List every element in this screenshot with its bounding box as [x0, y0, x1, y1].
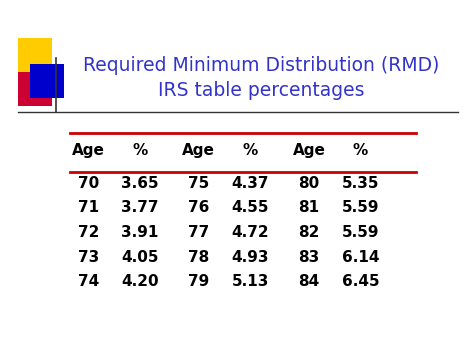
Text: 4.05: 4.05: [121, 250, 159, 265]
Text: 4.93: 4.93: [231, 250, 269, 265]
Text: 6.14: 6.14: [342, 250, 379, 265]
Text: 72: 72: [78, 225, 100, 240]
Text: 77: 77: [188, 225, 210, 240]
Text: 71: 71: [78, 201, 99, 215]
Text: 5.13: 5.13: [232, 274, 269, 289]
Bar: [30, 64, 64, 98]
Text: 70: 70: [78, 176, 99, 191]
Text: Age: Age: [72, 143, 105, 158]
Text: 4.72: 4.72: [231, 225, 269, 240]
Text: %: %: [243, 143, 258, 158]
Text: Required Minimum Distribution (RMD)
IRS table percentages: Required Minimum Distribution (RMD) IRS …: [83, 56, 439, 100]
Text: 3.77: 3.77: [121, 201, 159, 215]
Text: 4.37: 4.37: [231, 176, 269, 191]
Text: 81: 81: [299, 201, 319, 215]
Text: 5.59: 5.59: [342, 225, 379, 240]
Text: 5.59: 5.59: [342, 201, 379, 215]
Bar: [18, 72, 52, 106]
Bar: [18, 38, 52, 72]
Text: 80: 80: [299, 176, 319, 191]
Text: 4.55: 4.55: [231, 201, 269, 215]
Text: %: %: [353, 143, 368, 158]
Text: 5.35: 5.35: [342, 176, 379, 191]
Text: 83: 83: [299, 250, 319, 265]
Text: 75: 75: [188, 176, 210, 191]
Text: Age: Age: [182, 143, 215, 158]
Text: 82: 82: [298, 225, 320, 240]
Text: 3.91: 3.91: [121, 225, 159, 240]
Text: 84: 84: [299, 274, 319, 289]
Text: 78: 78: [188, 250, 210, 265]
Text: %: %: [132, 143, 148, 158]
Text: Age: Age: [292, 143, 326, 158]
Text: 74: 74: [78, 274, 99, 289]
Text: 73: 73: [78, 250, 99, 265]
Text: 6.45: 6.45: [342, 274, 379, 289]
Text: 3.65: 3.65: [121, 176, 159, 191]
Text: 79: 79: [188, 274, 210, 289]
Text: 76: 76: [188, 201, 210, 215]
Text: 4.20: 4.20: [121, 274, 159, 289]
